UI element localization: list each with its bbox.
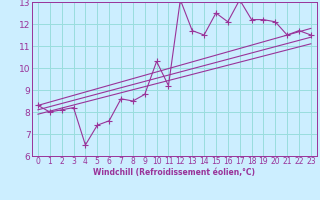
- X-axis label: Windchill (Refroidissement éolien,°C): Windchill (Refroidissement éolien,°C): [93, 168, 255, 177]
